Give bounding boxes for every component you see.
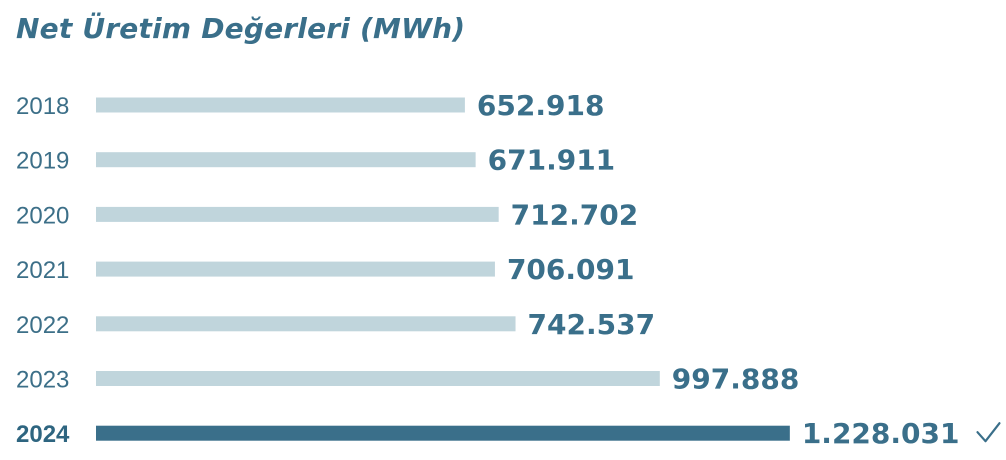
- value-label: 652.918: [477, 89, 605, 122]
- bar: [96, 152, 476, 168]
- category-label: 2020: [16, 202, 69, 229]
- bar: [96, 371, 660, 386]
- category-label: 2023: [16, 367, 69, 394]
- bar: [96, 206, 499, 222]
- bar: [96, 261, 495, 277]
- chart-title: Net Üretim Değerleri (MWh): [16, 12, 466, 45]
- value-label: 712.702: [511, 198, 639, 231]
- value-label: 706.091: [507, 253, 635, 286]
- category-label: 2018: [16, 93, 69, 120]
- value-label: 742.537: [528, 308, 656, 341]
- category-label: 2021: [16, 257, 69, 284]
- check-icon: [976, 422, 1001, 443]
- bar: [96, 97, 465, 113]
- value-label: 997.888: [672, 363, 800, 396]
- bar: [96, 425, 790, 441]
- category-label: 2022: [16, 312, 69, 339]
- value-label: 671.911: [488, 144, 616, 177]
- value-label: 1.228.031: [802, 417, 960, 450]
- category-label: 2024: [16, 421, 70, 448]
- category-label: 2019: [16, 148, 69, 175]
- bar: [96, 316, 516, 332]
